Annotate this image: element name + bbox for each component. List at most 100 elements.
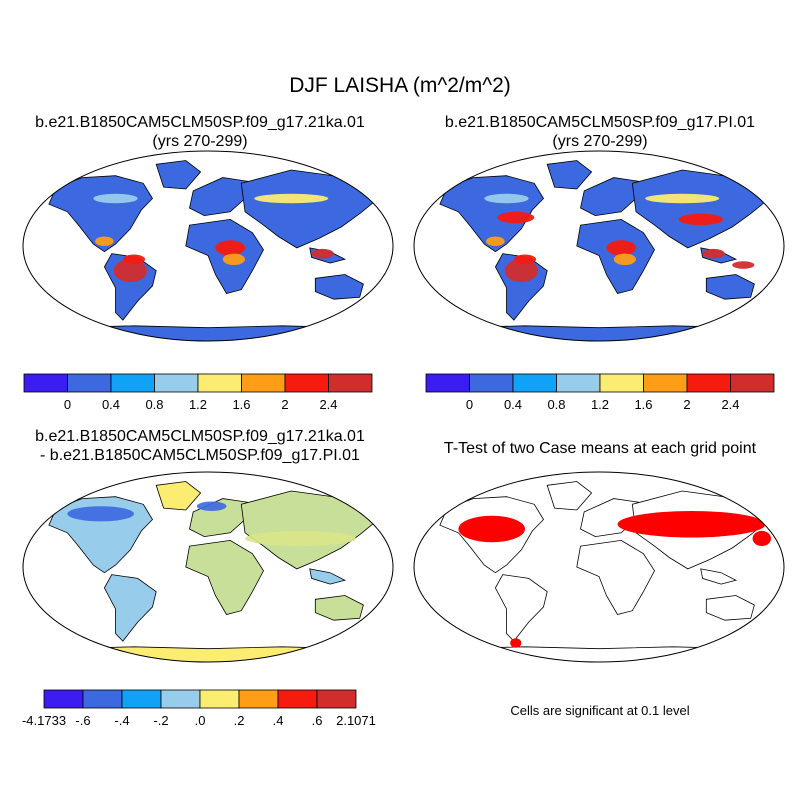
- lai-region: [678, 213, 723, 226]
- lai-region: [122, 254, 146, 265]
- colorbar-swatch: [23, 373, 68, 393]
- continent-seAsia: [700, 568, 738, 585]
- map-border: [22, 471, 394, 663]
- colorbar-swatch: [67, 373, 112, 393]
- lai-region: [613, 253, 637, 265]
- panel-case1-title: b.e21.B1850CAM5CLM50SP.f09_g17.21ka.01 (…: [0, 113, 400, 151]
- continent-australia: [314, 274, 364, 300]
- colorbar-swatch: [556, 373, 601, 393]
- colorbar-tick-label: 2.4: [721, 397, 739, 412]
- colorbar-case1: 0 0.4 0.8 1.2 1.6 2 2.4: [23, 373, 373, 412]
- colorbar-diff: -4.1733 -.6 -.4 -.2 .0 .2 .4 .6 2.1071: [22, 689, 376, 728]
- colorbar-swatch: [643, 373, 688, 393]
- continent-australia: [314, 595, 364, 621]
- colorbar-swatch: [154, 373, 199, 393]
- colorbar-tick-label: .4: [273, 713, 284, 728]
- lai-region: [215, 240, 245, 256]
- colorbar-swatch: [82, 689, 123, 709]
- map-ttest-content: [414, 472, 784, 662]
- lai-region: [513, 254, 537, 265]
- lai-region: [606, 240, 636, 256]
- colorbar-tick-label: .6: [312, 713, 323, 728]
- colorbar-tick-label: 0: [64, 397, 71, 412]
- significance-note: Cells are significant at 0.1 level: [510, 703, 690, 718]
- colorbar-tick-label: 0.8: [145, 397, 163, 412]
- colorbar-tick-label: -4.1733: [22, 713, 66, 728]
- continent-africa: [576, 539, 655, 615]
- colorbar-swatch: [121, 689, 162, 709]
- colorbar-tick-label: 1.2: [189, 397, 207, 412]
- lai-region: [254, 193, 329, 204]
- lai-region: [486, 236, 505, 246]
- continent-australia: [705, 274, 755, 300]
- colorbar-tick-label: .0: [195, 713, 206, 728]
- continent-europe: [580, 177, 641, 217]
- colorbar-tick-label: -.6: [75, 713, 90, 728]
- colorbar-swatch: [277, 689, 318, 709]
- colorbar-swatch: [238, 689, 279, 709]
- panel-case2-title-line1: b.e21.B1850CAM5CLM50SP.f09_g17.PI.01: [444, 114, 756, 131]
- lai-region: [95, 236, 114, 246]
- continent-greenland: [546, 160, 593, 190]
- colorbar-tick-label: 0.4: [504, 397, 522, 412]
- colorbar-tick-label: -.2: [153, 713, 168, 728]
- figure-title: DJF LAISHA (m^2/m^2): [289, 74, 511, 97]
- colorbar-swatch: [284, 373, 329, 393]
- colorbar-case2: 0 0.4 0.8 1.2 1.6 2 2.4: [425, 373, 775, 412]
- continent-europe: [189, 177, 250, 217]
- continent-greenland: [546, 481, 593, 511]
- colorbar-tick-label: .2: [234, 713, 245, 728]
- colorbar-tick-label: 0: [466, 397, 473, 412]
- panel-diff-title-line2: - b.e21.B1850CAM5CLM50SP.f09_g17.PI.01: [40, 447, 360, 464]
- colorbar-tick-label: 0.4: [102, 397, 120, 412]
- map-border: [413, 150, 785, 342]
- continent-southAmerica: [103, 574, 157, 642]
- difference-region: [196, 501, 227, 511]
- panel-case2-title: b.e21.B1850CAM5CLM50SP.f09_g17.PI.01 (yr…: [400, 113, 800, 151]
- continent-africa: [185, 539, 264, 615]
- colorbar-swatch: [43, 689, 84, 709]
- significant-cells: [510, 638, 522, 648]
- lai-region: [497, 211, 535, 224]
- colorbar-swatch: [469, 373, 514, 393]
- colorbar-swatch: [512, 373, 557, 393]
- colorbar-tick-label: 0.8: [547, 397, 565, 412]
- colorbar-tick-label: 2.4: [319, 397, 337, 412]
- continent-australia: [705, 595, 755, 621]
- map-border: [22, 150, 394, 342]
- colorbar-swatch: [686, 373, 731, 393]
- colorbar-tick-label: 1.6: [634, 397, 652, 412]
- colorbar-swatch: [328, 373, 373, 393]
- panel-case2-title-line2: (yrs 270-299): [552, 133, 648, 150]
- colorbar-tick-label: 1.2: [591, 397, 609, 412]
- colorbar-swatch: [316, 689, 357, 709]
- lai-region: [732, 261, 755, 269]
- colorbar-swatch: [160, 689, 201, 709]
- panel-diff-title-line1: b.e21.B1850CAM5CLM50SP.f09_g17.21ka.01: [35, 428, 365, 445]
- colorbar-swatch: [599, 373, 644, 393]
- difference-region: [245, 530, 356, 547]
- map-border: [413, 471, 785, 663]
- lai-region: [222, 253, 245, 265]
- continent-greenland: [155, 481, 202, 511]
- colorbar-tick-label: 2: [281, 397, 288, 412]
- colorbar-swatch: [730, 373, 775, 393]
- colorbar-tick-label: 1.6: [232, 397, 250, 412]
- panel-case1-title-line1: b.e21.B1850CAM5CLM50SP.f09_g17.21ka.01: [35, 114, 365, 131]
- continent-greenland: [155, 160, 202, 190]
- lai-region: [311, 248, 334, 259]
- panel-ttest-title: T-Test of two Case means at each grid po…: [443, 440, 757, 457]
- colorbar-swatch: [241, 373, 286, 393]
- lai-region: [113, 259, 147, 283]
- lai-region: [484, 193, 529, 204]
- lai-region: [702, 248, 725, 259]
- colorbar-swatch: [197, 373, 242, 393]
- colorbar-swatch: [425, 373, 470, 393]
- difference-region: [67, 506, 134, 522]
- significant-cells: [617, 510, 766, 538]
- continent-seAsia: [309, 568, 347, 585]
- colorbar-swatch: [110, 373, 155, 393]
- colorbar-tick-label: -.4: [114, 713, 129, 728]
